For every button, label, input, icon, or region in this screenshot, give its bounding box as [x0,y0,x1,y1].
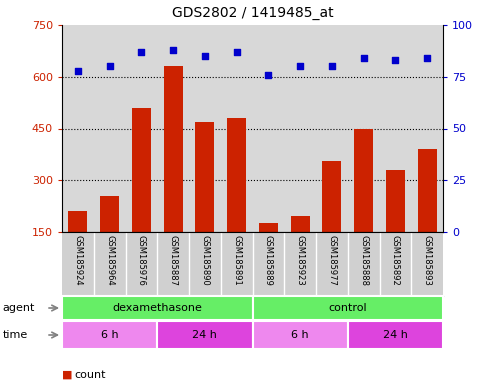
Bar [354,129,373,232]
Point [106,63,114,70]
Bar [386,170,405,232]
Bar [259,223,278,232]
Text: agent: agent [2,303,35,313]
Bar [69,211,87,232]
Text: control: control [328,303,367,313]
Text: GDS2802 / 1419485_at: GDS2802 / 1419485_at [171,6,333,20]
Text: GSM185890: GSM185890 [200,235,209,286]
Point [74,68,82,74]
Text: GSM185887: GSM185887 [169,235,178,286]
Text: GSM185889: GSM185889 [264,235,273,286]
Point [423,55,431,61]
Bar [348,321,443,349]
Bar [62,296,253,319]
Text: GSM185892: GSM185892 [391,235,400,286]
Bar [62,321,157,349]
Text: GSM185964: GSM185964 [105,235,114,286]
Text: ■: ■ [62,370,72,380]
Bar [157,321,253,349]
Text: GSM185893: GSM185893 [423,235,432,286]
Text: 24 h: 24 h [192,330,217,340]
Text: GSM185977: GSM185977 [327,235,336,286]
Text: GSM185923: GSM185923 [296,235,305,286]
Bar [132,108,151,232]
Bar [227,118,246,232]
Point [233,49,241,55]
Text: GSM185976: GSM185976 [137,235,146,286]
Text: count: count [74,370,106,380]
Text: 6 h: 6 h [291,330,309,340]
Bar [291,217,310,232]
Text: GSM185924: GSM185924 [73,235,83,286]
Bar [418,149,437,232]
Text: dexamethasone: dexamethasone [113,303,202,313]
Point [328,63,336,70]
Point [201,53,209,59]
Text: GSM185891: GSM185891 [232,235,241,286]
Point [169,47,177,53]
Point [138,49,145,55]
Bar [253,321,348,349]
Point [392,57,399,63]
Text: time: time [2,330,28,340]
Bar [322,161,341,232]
Bar [253,296,443,319]
Text: GSM185888: GSM185888 [359,235,368,286]
Bar [100,196,119,232]
Bar [164,66,183,232]
Point [296,63,304,70]
Text: 24 h: 24 h [383,330,408,340]
Point [360,55,368,61]
Bar [195,122,214,232]
Text: 6 h: 6 h [101,330,118,340]
Point [265,71,272,78]
